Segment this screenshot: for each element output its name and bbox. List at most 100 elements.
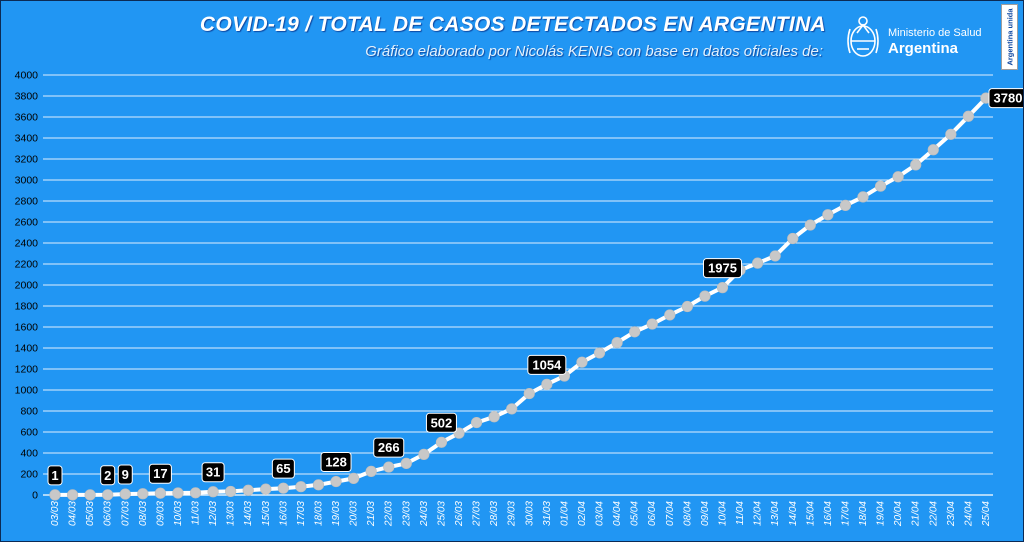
data-point bbox=[523, 387, 535, 400]
data-label-box bbox=[117, 464, 133, 485]
x-tick-label: 16/04 bbox=[823, 501, 834, 526]
data-point bbox=[699, 290, 711, 302]
x-tick-label: 12/04 bbox=[753, 501, 764, 526]
data-point bbox=[752, 257, 764, 269]
data-label-box bbox=[702, 258, 742, 279]
data-point bbox=[102, 489, 114, 501]
y-tick-label: 2800 bbox=[15, 196, 39, 208]
data-label-box bbox=[148, 463, 172, 484]
x-tick-label: 24/04 bbox=[963, 501, 974, 527]
data-point bbox=[84, 489, 96, 501]
x-tick-label: 06/03 bbox=[103, 501, 114, 526]
x-tick-label: 24/03 bbox=[419, 501, 430, 527]
data-point bbox=[365, 465, 377, 477]
x-tick-label: 11/03 bbox=[191, 501, 202, 526]
x-tick-label: 26/03 bbox=[454, 501, 465, 527]
y-tick-label: 1200 bbox=[15, 364, 39, 376]
x-tick-label: 20/04 bbox=[893, 501, 904, 527]
data-point bbox=[400, 457, 412, 469]
x-tick-label: 19/03 bbox=[331, 501, 342, 526]
x-tick-label: 22/04 bbox=[928, 501, 939, 527]
x-tick-label: 15/04 bbox=[805, 501, 816, 526]
y-tick-label: 2600 bbox=[15, 217, 39, 229]
data-label: 1975 bbox=[708, 261, 737, 276]
data-point bbox=[172, 487, 184, 499]
argentina-coat-of-arms-icon bbox=[847, 16, 879, 57]
data-point bbox=[312, 479, 325, 491]
data-label-box bbox=[201, 462, 225, 483]
argentina-unida-badge: Argentina unida bbox=[1001, 4, 1018, 70]
x-tick-label: 23/03 bbox=[401, 501, 412, 527]
ministry-logo: Ministerio de Salud Argentina bbox=[844, 13, 994, 67]
y-tick-label: 3600 bbox=[15, 112, 39, 124]
badge-text: Argentina unida bbox=[1005, 8, 1014, 66]
data-point bbox=[418, 448, 430, 460]
data-point bbox=[769, 250, 781, 262]
data-point bbox=[910, 159, 922, 171]
x-tick-label: 17/03 bbox=[296, 501, 307, 526]
data-point bbox=[348, 472, 360, 485]
data-point bbox=[874, 180, 887, 192]
logo-ministry-text: Ministerio de Salud bbox=[888, 27, 982, 39]
data-label-box bbox=[320, 452, 352, 473]
y-tick-label: 200 bbox=[20, 469, 38, 481]
y-tick-label: 2000 bbox=[15, 280, 39, 292]
data-point bbox=[822, 209, 834, 221]
data-point bbox=[681, 300, 693, 313]
data-label: 1054 bbox=[532, 357, 562, 372]
data-point bbox=[804, 219, 816, 231]
x-tick-label: 17/04 bbox=[840, 501, 851, 526]
y-tick-label: 4000 bbox=[15, 70, 39, 82]
data-point bbox=[593, 347, 606, 359]
x-tick-label: 16/03 bbox=[278, 501, 289, 526]
data-point bbox=[49, 489, 61, 501]
data-point bbox=[242, 484, 254, 496]
data-label-box bbox=[373, 437, 405, 458]
data-point bbox=[646, 318, 658, 330]
y-tick-label: 600 bbox=[20, 427, 38, 439]
x-tick-label: 27/03 bbox=[472, 501, 483, 527]
data-point bbox=[611, 337, 623, 349]
data-point bbox=[154, 487, 166, 499]
data-label-box bbox=[100, 465, 116, 486]
data-point bbox=[945, 128, 957, 140]
x-tick-label: 25/03 bbox=[436, 501, 447, 527]
data-label: 65 bbox=[276, 461, 290, 476]
y-tick-label: 2400 bbox=[15, 238, 39, 250]
x-tick-label: 09/04 bbox=[700, 501, 711, 526]
data-label: 31 bbox=[206, 465, 220, 480]
chart-title: COVID-19 / TOTAL DE CASOS DETECTADOS EN … bbox=[199, 13, 826, 36]
x-tick-label: 31/03 bbox=[542, 501, 553, 526]
data-point bbox=[470, 416, 483, 429]
x-tick-label: 04/03 bbox=[68, 501, 79, 526]
data-label: 266 bbox=[378, 440, 400, 455]
data-point bbox=[506, 403, 518, 415]
y-tick-label: 1800 bbox=[15, 301, 39, 313]
data-label-box bbox=[425, 412, 457, 433]
x-tick-label: 28/03 bbox=[489, 501, 500, 527]
series-line bbox=[53, 96, 988, 497]
data-point bbox=[295, 481, 307, 493]
x-tick-label: 02/04 bbox=[577, 501, 588, 526]
x-tick-label: 10/04 bbox=[717, 501, 728, 526]
x-tick-label: 14/03 bbox=[243, 501, 254, 526]
x-tick-label: 10/03 bbox=[173, 501, 184, 526]
data-point bbox=[664, 309, 676, 321]
data-label: 3780 bbox=[994, 91, 1023, 106]
x-tick-label: 18/03 bbox=[313, 501, 324, 526]
data-point bbox=[207, 486, 219, 498]
data-label: 502 bbox=[431, 415, 453, 430]
x-tick-label: 06/04 bbox=[647, 501, 658, 526]
x-tick-label: 09/03 bbox=[155, 501, 166, 526]
x-tick-label: 15/03 bbox=[261, 501, 272, 526]
x-tick-label: 14/04 bbox=[788, 501, 799, 526]
x-tick-label: 22/03 bbox=[384, 501, 395, 527]
x-tick-label: 11/04 bbox=[735, 501, 746, 526]
data-point bbox=[330, 475, 342, 488]
data-label-box bbox=[271, 458, 295, 479]
data-point bbox=[787, 232, 799, 245]
data-point bbox=[189, 487, 202, 499]
data-label: 128 bbox=[325, 455, 347, 470]
x-tick-label: 12/03 bbox=[208, 501, 219, 526]
